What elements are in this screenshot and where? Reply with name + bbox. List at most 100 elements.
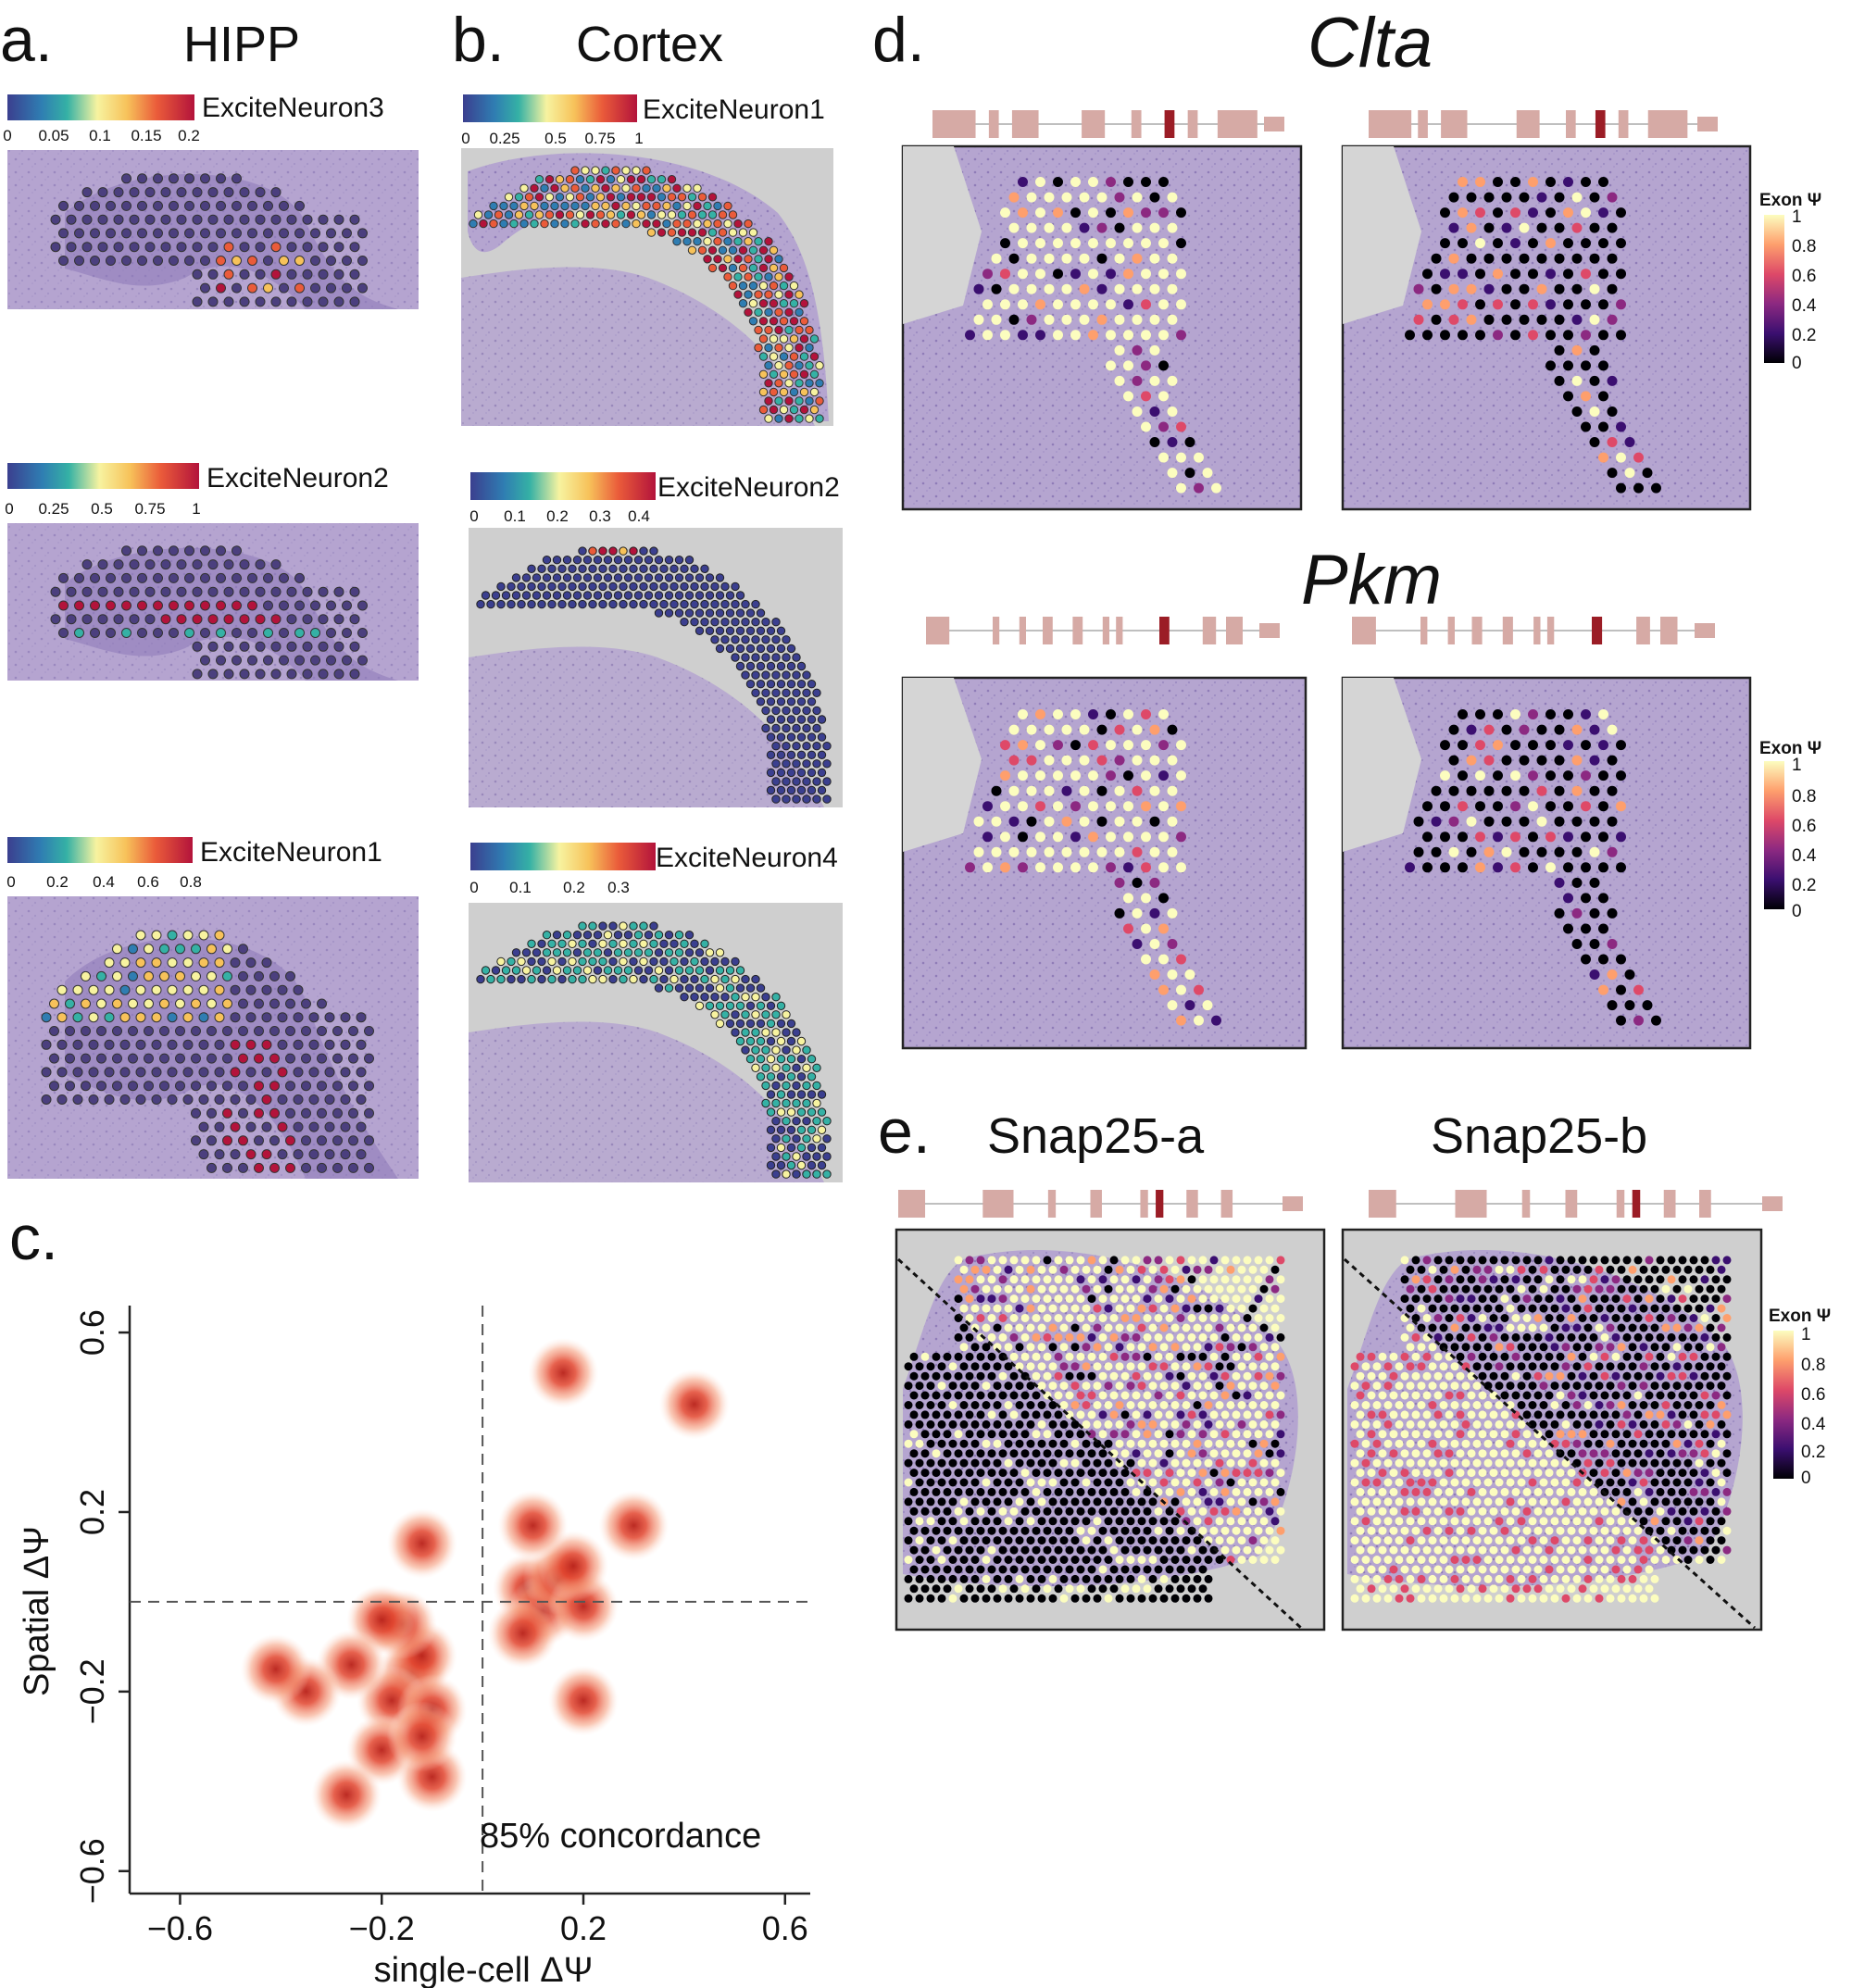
spot <box>738 263 748 273</box>
spot <box>766 750 776 759</box>
spot <box>1237 1517 1246 1526</box>
spot <box>1661 1536 1671 1545</box>
spot <box>1259 1343 1269 1352</box>
spot <box>1204 1497 1213 1507</box>
spot <box>937 1362 946 1371</box>
spot <box>786 644 796 654</box>
spot <box>687 228 697 237</box>
spot <box>1458 770 1468 781</box>
spot <box>1154 1526 1163 1535</box>
exon <box>1226 617 1243 644</box>
spot <box>153 173 163 184</box>
spot <box>1556 1469 1565 1478</box>
spot <box>1194 1015 1204 1026</box>
spot <box>1248 1439 1258 1448</box>
spot <box>1711 1410 1721 1419</box>
spot <box>1522 1332 1532 1342</box>
spot <box>745 1055 756 1064</box>
spot <box>255 214 266 225</box>
spot <box>920 1371 930 1381</box>
spot <box>1567 1545 1576 1555</box>
spot <box>1467 1469 1476 1478</box>
spot <box>1143 1545 1152 1555</box>
spot <box>555 210 565 219</box>
spot <box>792 1117 801 1126</box>
spot <box>1483 1536 1493 1545</box>
hippocampus-layer <box>65 173 398 309</box>
spot <box>1667 1275 1676 1284</box>
spot <box>1581 207 1591 219</box>
spot <box>1478 1487 1487 1496</box>
spot <box>764 396 773 406</box>
spot <box>1204 1594 1213 1603</box>
spot <box>1450 1401 1459 1409</box>
spot <box>694 983 705 993</box>
spot <box>1578 1430 1587 1439</box>
spot <box>697 210 707 219</box>
spot <box>1076 1332 1085 1342</box>
spot <box>1220 1352 1230 1361</box>
spot <box>1616 740 1626 751</box>
spot <box>1137 1536 1146 1545</box>
spot <box>1120 1565 1130 1574</box>
spot <box>694 966 705 975</box>
spot <box>1528 269 1538 280</box>
spot <box>632 219 641 229</box>
spot <box>206 998 217 1009</box>
spot <box>976 1294 985 1304</box>
spot <box>1115 1594 1124 1603</box>
spot <box>167 1039 178 1050</box>
spot <box>261 1121 272 1132</box>
spot <box>499 219 508 229</box>
spot <box>1158 862 1169 873</box>
x-tick-label: 0.2 <box>560 1909 607 1947</box>
spot <box>1265 1332 1274 1342</box>
colorbar-tick: 0 <box>469 507 478 525</box>
spot <box>1193 1401 1202 1409</box>
spot <box>1104 1343 1113 1352</box>
spot <box>239 214 250 225</box>
spot <box>1536 724 1547 735</box>
spot <box>731 618 740 627</box>
spot <box>230 1012 241 1023</box>
spot <box>959 1401 969 1409</box>
spot <box>1589 939 1600 949</box>
spot <box>1015 1497 1024 1507</box>
spot <box>1149 437 1160 447</box>
spot <box>232 282 242 294</box>
spot <box>745 1019 756 1029</box>
spot <box>954 1352 963 1361</box>
spot <box>1689 1449 1698 1458</box>
spot <box>1506 1323 1515 1332</box>
spot <box>959 1536 969 1545</box>
spot <box>1528 1362 1537 1371</box>
spot <box>1656 1391 1665 1400</box>
spot <box>1132 1487 1141 1496</box>
spot <box>756 644 766 654</box>
spot <box>807 1160 817 1170</box>
spot <box>277 1149 288 1160</box>
spot <box>591 201 600 211</box>
spot <box>629 546 638 556</box>
colorbar-hipp-3 <box>7 837 193 863</box>
spot <box>1439 1517 1448 1526</box>
spot <box>644 966 654 975</box>
spot <box>705 983 715 993</box>
spot <box>771 1010 781 1019</box>
spot <box>1661 1401 1671 1409</box>
spot <box>1061 846 1072 857</box>
spot <box>1700 1410 1709 1419</box>
spot <box>41 1067 52 1078</box>
spot <box>1511 1469 1520 1478</box>
exon <box>1516 110 1540 138</box>
spot <box>1350 1556 1359 1564</box>
spot <box>200 200 210 211</box>
spot <box>1026 314 1037 325</box>
spot <box>909 1410 919 1419</box>
slide-background <box>903 678 982 852</box>
spot <box>1204 1401 1213 1409</box>
spot <box>357 282 368 294</box>
spot <box>611 166 620 175</box>
spot <box>1093 1419 1102 1429</box>
spot <box>1037 1574 1046 1583</box>
